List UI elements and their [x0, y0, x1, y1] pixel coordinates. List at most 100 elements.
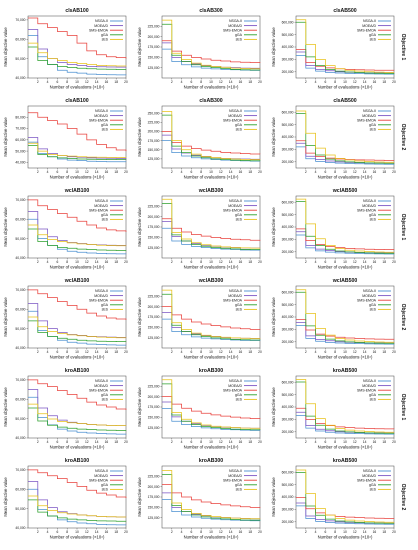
legend-label: MOEA/D — [228, 204, 242, 208]
y-tick-label: 500,000 — [282, 123, 294, 127]
x-tick-label: 6 — [324, 530, 326, 534]
y-tick-label: 125,000 — [148, 246, 160, 250]
x-tick-label: 8 — [200, 530, 202, 534]
y-tick-label: 150,000 — [148, 56, 160, 60]
series-line-sms-emoa — [296, 49, 395, 71]
x-tick-label: 2 — [305, 350, 307, 354]
x-tick-label: 10 — [75, 170, 79, 174]
legend-label: SMS-EMOA — [357, 388, 377, 392]
legend-label: MOEA/D — [94, 24, 108, 28]
y-tick-label: 80,000 — [15, 115, 25, 119]
legend-label: MOEA/D — [362, 294, 376, 298]
y-axis-label: Mean objective value — [3, 297, 8, 337]
chart-panel: clsAB300 125,000 150,000 175,000 200,000 225,… — [137, 8, 262, 90]
y-tick-label: 500,000 — [282, 483, 294, 487]
legend-label: NSGA-II — [363, 289, 376, 293]
x-tick-label: 18 — [382, 260, 386, 264]
x-tick-label: 16 — [373, 260, 377, 264]
legend-label: gGA — [101, 303, 109, 307]
x-tick-label: 16 — [239, 350, 243, 354]
y-tick-label: 225,000 — [148, 475, 160, 479]
legend-label: gGA — [369, 303, 377, 307]
y-tick-label: 60,000 — [15, 37, 25, 41]
x-tick-label: 20 — [258, 530, 262, 534]
x-tick-label: 14 — [229, 80, 233, 84]
series-line-nsga-ii — [28, 488, 127, 526]
x-tick-label: 14 — [95, 170, 99, 174]
legend-label: sES — [370, 398, 377, 402]
y-tick-label: 175,000 — [148, 225, 160, 229]
series-line-ses — [28, 224, 127, 247]
x-tick-label: 8 — [334, 260, 336, 264]
x-tick-label: 14 — [95, 80, 99, 84]
x-tick-label: 12 — [353, 80, 357, 84]
x-tick-label: 4 — [47, 350, 49, 354]
x-tick-label: 16 — [239, 80, 243, 84]
x-tick-label: 6 — [56, 80, 58, 84]
x-tick-label: 2 — [171, 260, 173, 264]
y-tick-label: 225,000 — [148, 295, 160, 299]
legend-label: SMS-EMOA — [89, 118, 109, 122]
legend-label: SMS-EMOA — [89, 298, 109, 302]
chart-panel: clsAB300 125,000 150,000 175,000 200,000 225,… — [137, 98, 262, 180]
x-tick-label: 16 — [239, 170, 243, 174]
legend-label: NSGA-II — [95, 289, 108, 293]
x-tick-label: 20 — [124, 440, 128, 444]
legend-label: gGA — [235, 483, 243, 487]
x-tick-label: 4 — [47, 170, 49, 174]
y-axis-label: Mean objective value — [137, 477, 142, 517]
series-line-sms-emoa — [28, 379, 127, 410]
x-tick-label: 10 — [343, 530, 347, 534]
x-tick-label: 10 — [209, 440, 213, 444]
x-tick-label: 2 — [305, 80, 307, 84]
legend-label: NSGA-II — [363, 19, 376, 23]
y-tick-label: 225,000 — [148, 205, 160, 209]
x-tick-label: 8 — [200, 80, 202, 84]
y-tick-label: 400,000 — [282, 225, 294, 229]
panel-title: clsAB500 — [333, 8, 356, 14]
legend-label: MOEA/D — [94, 294, 108, 298]
x-tick-label: 6 — [56, 350, 58, 354]
y-tick-label: 200,000 — [148, 215, 160, 219]
series-line-ses — [28, 42, 127, 67]
x-tick-label: 8 — [334, 530, 336, 534]
x-tick-label: 6 — [56, 440, 58, 444]
legend-label: sES — [236, 398, 243, 402]
legend-label: NSGA-II — [363, 109, 376, 113]
y-axis-label: Mean objective value — [3, 207, 8, 247]
series-line-moea-d — [28, 211, 127, 246]
x-tick-label: 20 — [124, 170, 128, 174]
y-tick-label: 175,000 — [148, 495, 160, 499]
x-tick-label: 2 — [37, 530, 39, 534]
legend-label: gGA — [369, 483, 377, 487]
legend-label: SMS-EMOA — [357, 118, 377, 122]
legend-label: gGA — [101, 33, 109, 37]
legend-label: NSGA-II — [229, 469, 242, 473]
series-line-nsga-ii — [162, 227, 261, 251]
legend-label: NSGA-II — [229, 379, 242, 383]
legend-label: MOEA/D — [362, 204, 376, 208]
series-line-ses — [296, 379, 395, 433]
x-axis-label: Number of evaluations (×10⁴) — [318, 535, 373, 540]
legend-label: MOEA/D — [228, 474, 242, 478]
y-tick-label: 200,000 — [282, 250, 294, 254]
series-line-ses — [162, 379, 261, 429]
x-tick-label: 12 — [85, 530, 89, 534]
chart-panel: kroAB300 125,000 150,000 175,000 200,000 225,… — [137, 368, 262, 450]
y-tick-label: 150,000 — [148, 416, 160, 420]
legend-label: sES — [370, 218, 377, 222]
legend-label: sES — [370, 128, 377, 132]
series-line-gga — [162, 383, 261, 431]
objective-label: Objective 2 — [400, 484, 406, 511]
x-axis-label: Number of evaluations (×10⁴) — [318, 355, 373, 360]
legend-label: NSGA-II — [229, 19, 242, 23]
legend-label: gGA — [101, 213, 109, 217]
x-tick-label: 18 — [114, 170, 118, 174]
legend-label: MOEA/D — [362, 384, 376, 388]
y-tick-label: 200,000 — [282, 340, 294, 344]
panel-title: wclAB100 — [64, 188, 90, 194]
x-tick-label: 4 — [181, 440, 183, 444]
y-axis-label: Mean objective value — [3, 387, 8, 427]
y-tick-label: 150,000 — [148, 236, 160, 240]
y-tick-label: 225,000 — [148, 25, 160, 29]
